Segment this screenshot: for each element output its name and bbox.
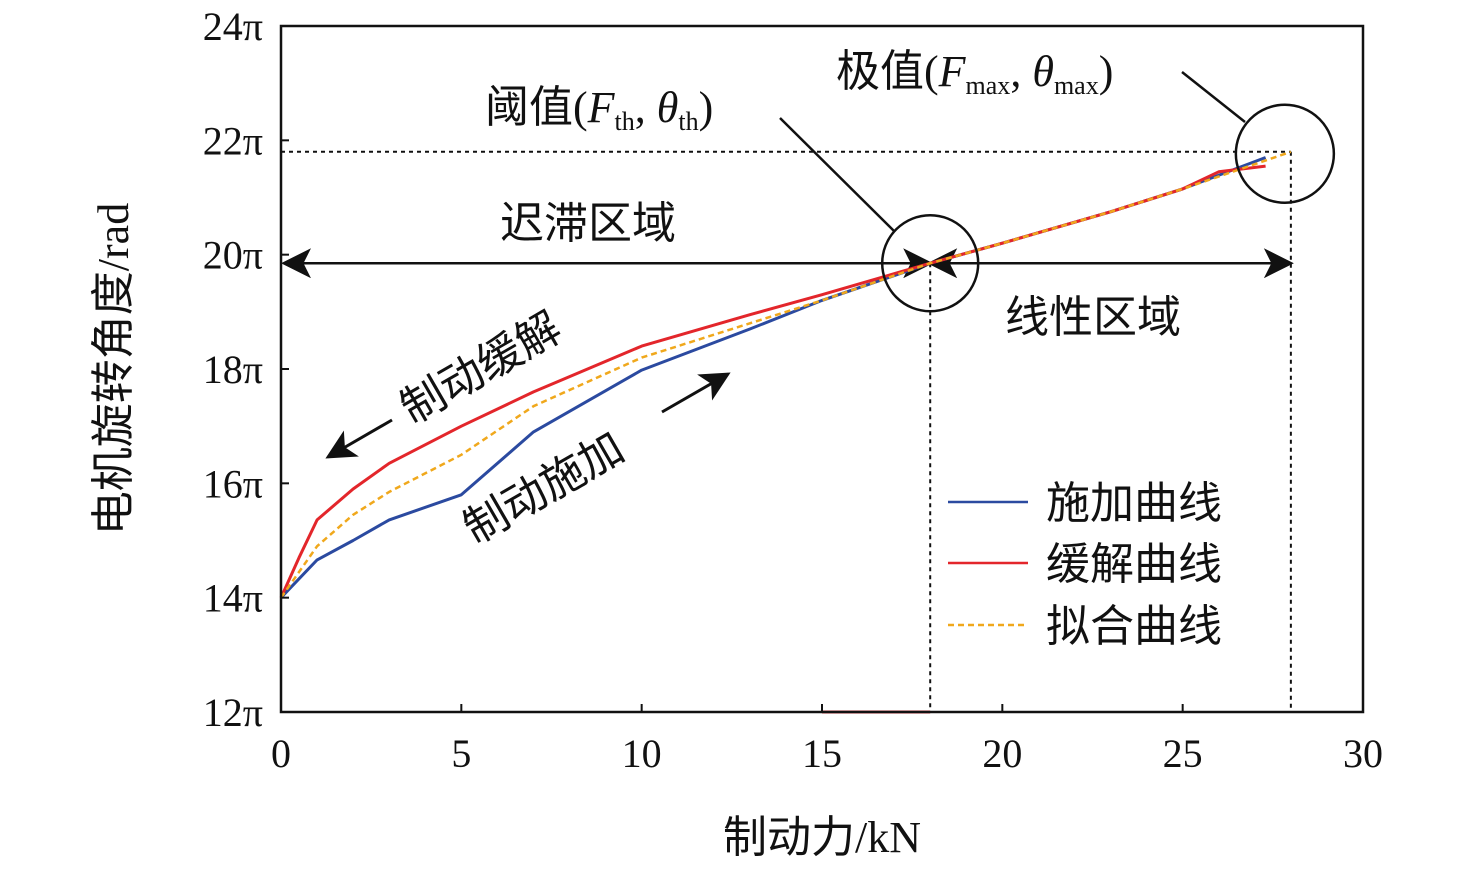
y-tick-label: 22π — [203, 118, 263, 163]
release-label: 制动缓解 — [393, 303, 570, 433]
threshold-label: 阈值(Fth, θth) — [485, 83, 713, 136]
y-tick-label: 12π — [203, 690, 263, 735]
release-arrow — [325, 418, 393, 459]
series-line-fit — [279, 150, 1292, 599]
y-tick-label: 16π — [203, 461, 263, 506]
x-axis-label: 制动力/kN — [723, 813, 921, 862]
series-group — [279, 150, 1292, 599]
legend-label-apply: 施加曲线 — [1046, 479, 1222, 528]
y-tick-label: 14π — [203, 576, 263, 621]
apply-arrow — [661, 372, 731, 414]
legend-label-fit: 拟合曲线 — [1046, 602, 1222, 651]
x-tick-label: 0 — [271, 731, 291, 776]
x-tick-label: 30 — [1343, 731, 1383, 776]
series-line-release — [279, 164, 1266, 599]
linear-region-label: 线性区域 — [1005, 293, 1181, 342]
y-axis-label: 电机旋转角度/rad — [89, 203, 138, 535]
apply-label: 制动施加 — [456, 423, 633, 553]
legend: 施加曲线 缓解曲线 拟合曲线 — [948, 479, 1222, 651]
x-tick-label: 10 — [622, 731, 662, 776]
max-label: 极值(Fmax, θmax) — [836, 47, 1113, 100]
ticks: 0 5 10 15 20 25 30 12π 14π 16π 18π 20π 22π 24π — [203, 4, 1383, 776]
threshold-pointer — [779, 117, 896, 233]
y-tick-label: 20π — [203, 233, 263, 278]
max-circle — [1234, 103, 1336, 205]
threshold-circle — [880, 213, 980, 313]
x-tick-label: 25 — [1163, 731, 1203, 776]
y-tick-label: 24π — [203, 4, 263, 49]
y-tick-label: 18π — [203, 347, 263, 392]
hysteresis-region-label: 迟滞区域 — [500, 199, 676, 248]
max-pointer — [1181, 71, 1246, 123]
x-tick-label: 5 — [451, 731, 471, 776]
x-tick-label: 20 — [982, 731, 1022, 776]
legend-label-release: 缓解曲线 — [1046, 540, 1222, 589]
x-tick-label: 15 — [802, 731, 842, 776]
